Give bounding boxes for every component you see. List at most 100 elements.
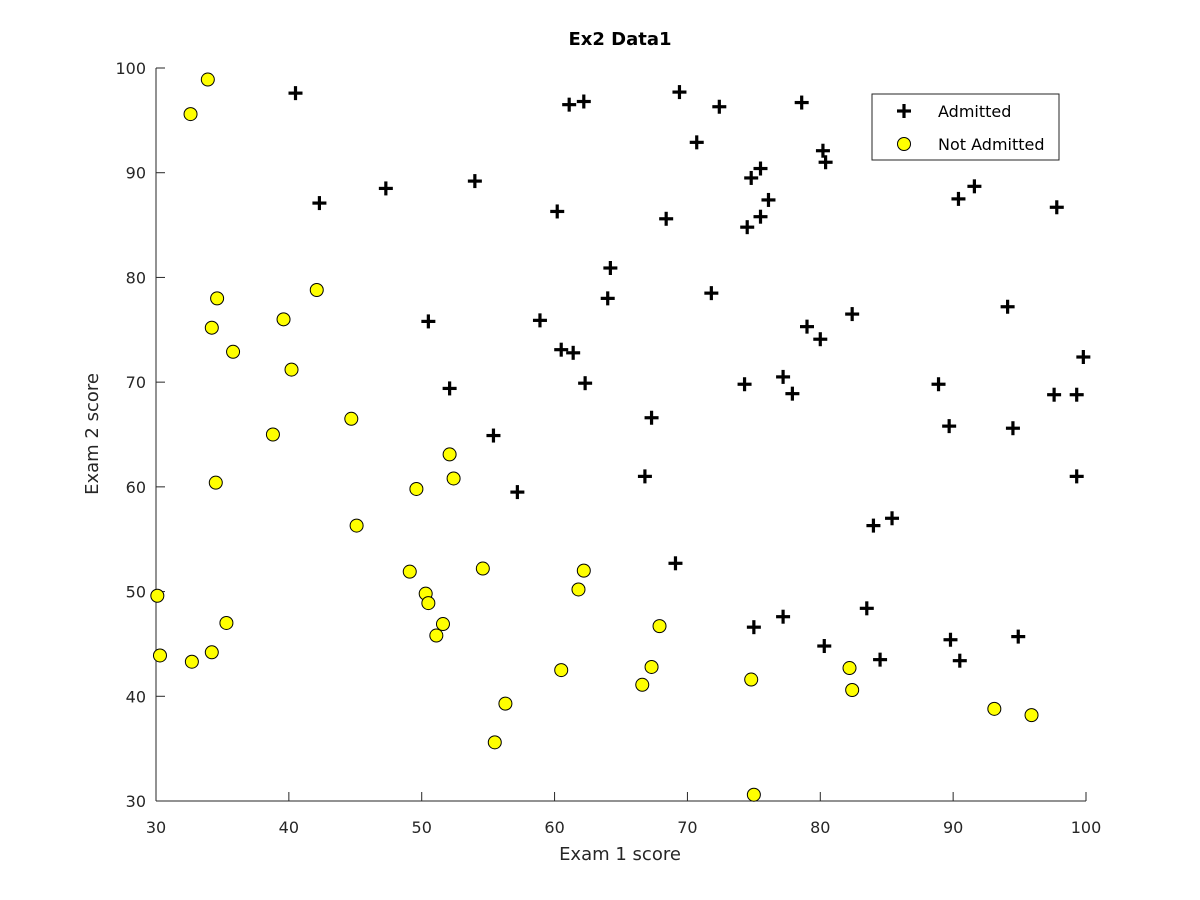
legend-marker-admitted	[897, 104, 911, 118]
x-axis-label: Exam 1 score	[559, 844, 681, 865]
data-point-not-admitted	[344, 411, 359, 426]
data-point-admitted	[776, 369, 791, 384]
data-point-admitted	[312, 196, 327, 211]
data-point-not-admitted	[184, 654, 199, 669]
data-markers	[150, 72, 1091, 802]
data-point-admitted	[510, 485, 525, 500]
y-tick-label: 80	[126, 268, 146, 287]
x-tick-label: 70	[677, 818, 697, 837]
data-point-admitted	[952, 653, 967, 668]
data-point-admitted	[1000, 299, 1015, 314]
data-point-admitted	[800, 319, 814, 334]
x-tick-label: 60	[544, 818, 564, 837]
data-point-admitted	[859, 601, 874, 616]
data-point-admitted	[761, 192, 776, 207]
data-point-admitted	[794, 95, 809, 110]
data-point-not-admitted	[498, 696, 513, 711]
data-point-admitted	[600, 291, 615, 306]
data-point-admitted	[672, 85, 687, 100]
data-point-admitted	[288, 86, 303, 101]
data-point-admitted	[813, 332, 828, 347]
data-point-admitted	[486, 428, 501, 443]
data-point-admitted	[1049, 200, 1064, 215]
y-tick-label: 90	[126, 164, 146, 183]
data-point-not-admitted	[210, 291, 225, 306]
data-point-not-admitted	[200, 72, 215, 87]
data-point-not-admitted	[652, 619, 667, 634]
data-point-admitted	[740, 220, 755, 235]
data-point-not-admitted	[446, 471, 461, 486]
data-point-admitted	[746, 620, 761, 635]
data-point-admitted	[532, 313, 547, 328]
data-point-not-admitted	[475, 561, 490, 576]
legend-label: Not Admitted	[938, 135, 1045, 154]
data-point-admitted	[378, 181, 393, 196]
data-point-not-admitted	[635, 677, 650, 692]
data-point-admitted	[550, 204, 565, 219]
plot-frame	[156, 68, 1086, 801]
data-point-not-admitted	[429, 628, 444, 643]
data-point-admitted	[1069, 469, 1084, 484]
x-tick-label: 30	[146, 818, 166, 837]
data-point-admitted	[943, 632, 958, 647]
data-point-admitted	[644, 410, 659, 425]
x-tick-label: 80	[810, 818, 830, 837]
chart-title: Ex2 Data1	[568, 29, 671, 50]
data-point-admitted	[689, 135, 704, 150]
data-point-admitted	[668, 556, 683, 571]
data-point-admitted	[1069, 387, 1084, 402]
plot-area	[156, 68, 1086, 801]
data-point-not-admitted	[219, 615, 234, 630]
data-point-admitted	[712, 99, 727, 114]
data-point-not-admitted	[421, 596, 436, 611]
data-point-admitted	[744, 170, 759, 185]
data-point-admitted	[1047, 387, 1062, 402]
data-point-not-admitted	[183, 107, 198, 122]
data-point-admitted	[578, 376, 593, 391]
data-point-admitted	[1011, 629, 1026, 644]
data-point-not-admitted	[442, 447, 457, 462]
axes: 30 40 50 60 70 80 90 100 30 40 50 60 70 80 90 100	[115, 59, 1101, 837]
data-point-not-admitted	[845, 683, 860, 698]
y-tick-label: 60	[126, 478, 146, 497]
data-point-admitted	[866, 518, 881, 533]
x-tick-label: 90	[943, 818, 963, 837]
data-point-not-admitted	[842, 661, 857, 676]
y-tick-label: 100	[115, 59, 146, 78]
data-point-not-admitted	[571, 582, 586, 597]
data-point-admitted	[815, 143, 830, 158]
x-tick-label: 50	[412, 818, 432, 837]
data-point-admitted	[951, 191, 966, 206]
data-point-admitted	[942, 419, 957, 434]
data-point-not-admitted	[204, 645, 219, 660]
data-point-not-admitted	[276, 312, 291, 327]
data-point-admitted	[659, 211, 674, 226]
data-point-admitted	[785, 386, 800, 401]
data-point-not-admitted	[409, 481, 424, 496]
data-point-not-admitted	[576, 563, 591, 578]
data-point-admitted	[562, 97, 577, 112]
data-point-not-admitted	[1024, 708, 1039, 723]
data-point-admitted	[873, 652, 888, 667]
series-not-admitted	[150, 72, 1039, 802]
x-tick-label: 40	[279, 818, 299, 837]
y-axis-label: Exam 2 score	[82, 373, 103, 495]
data-point-admitted	[753, 209, 768, 224]
data-point-not-admitted	[402, 564, 417, 579]
data-point-admitted	[885, 511, 900, 526]
data-point-not-admitted	[644, 659, 659, 674]
data-point-admitted	[554, 342, 569, 357]
data-point-admitted	[1005, 421, 1020, 436]
data-point-admitted	[753, 161, 768, 176]
data-point-not-admitted	[208, 475, 223, 490]
y-tick-label: 70	[126, 373, 146, 392]
data-point-admitted	[967, 179, 982, 194]
data-point-admitted	[845, 307, 860, 322]
data-point-admitted	[566, 345, 581, 360]
data-point-admitted	[467, 174, 482, 189]
data-point-not-admitted	[487, 735, 502, 750]
data-point-admitted	[421, 314, 436, 329]
data-point-not-admitted	[150, 588, 165, 603]
legend-marker-not-admitted	[897, 137, 911, 151]
data-point-admitted	[637, 469, 652, 484]
